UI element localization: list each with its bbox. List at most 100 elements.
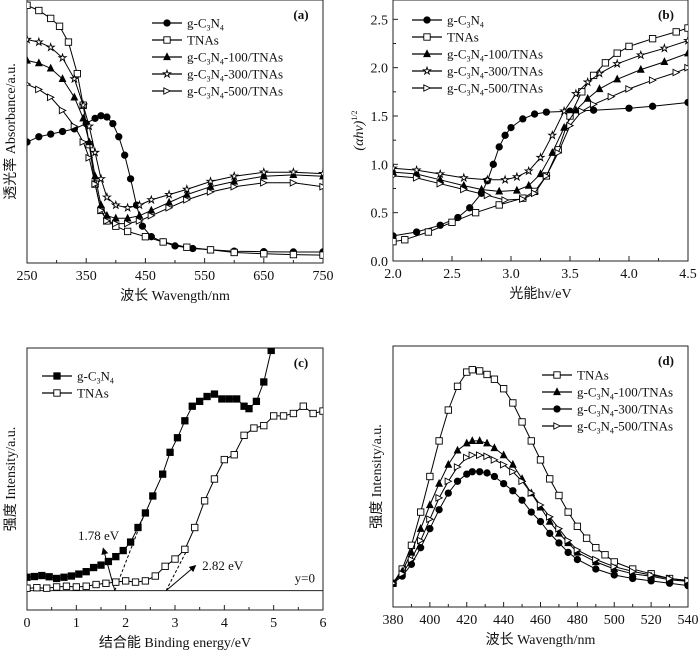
x-axis-label: 波长 Wavength/nm (120, 288, 230, 304)
legend-marker-icon (53, 372, 61, 380)
data-point (560, 122, 569, 131)
data-point (126, 538, 135, 546)
data-point (398, 569, 407, 578)
data-point (122, 202, 133, 213)
series-line (393, 454, 688, 584)
data-point (38, 571, 46, 580)
data-point (601, 551, 609, 559)
data-point (500, 174, 511, 185)
data-point (260, 178, 269, 187)
series-group (27, 348, 323, 592)
data-point (435, 168, 446, 179)
data-point (115, 133, 123, 141)
data-point (483, 452, 492, 461)
data-point (47, 93, 55, 102)
data-point (289, 178, 298, 187)
data-point (173, 434, 182, 442)
data-point (121, 151, 129, 159)
data-point (233, 395, 241, 403)
data-point (183, 243, 191, 251)
data-point (260, 378, 268, 386)
data-point (165, 197, 174, 206)
panel-c: 0 1 2 3 4 5 6 结合能 Binding energy/eV 强度 Intensity… (3, 347, 327, 651)
data-point (475, 436, 484, 445)
data-point (393, 173, 398, 179)
x-tick-label: 2.5 (443, 267, 461, 282)
data-point (267, 348, 275, 355)
data-point (483, 191, 492, 200)
data-point (566, 121, 575, 130)
data-point (206, 182, 215, 190)
data-point (218, 395, 226, 403)
legend-label: g-C3​N4​-300/TNAs (577, 402, 673, 419)
data-point (245, 404, 253, 413)
data-point (210, 390, 219, 398)
data-point (490, 472, 499, 481)
legend: g-C3​N4​TNAs (42, 369, 114, 401)
data-point (393, 581, 398, 586)
data-point (393, 162, 399, 173)
data-point (499, 460, 508, 469)
data-point (483, 438, 491, 447)
data-point (476, 451, 484, 460)
data-point (629, 574, 637, 583)
legend-label: TNAs (77, 386, 109, 401)
data-point (85, 137, 94, 146)
data-point (411, 164, 422, 175)
baseline-label: y=0 (295, 571, 315, 586)
data-point (435, 506, 443, 514)
data-point (518, 477, 527, 486)
legend-marker-icon (163, 52, 171, 61)
data-point (64, 38, 73, 46)
legend-label: g-C3​N4​-100/TNAs (447, 47, 543, 64)
data-point (659, 43, 670, 53)
data-point (629, 567, 637, 576)
data-point (682, 35, 688, 45)
legend-label: g-C3​N4​-100/TNAs (187, 50, 283, 67)
annotation-label: 1.78 eV (78, 528, 120, 543)
data-point (509, 467, 518, 476)
data-point (542, 172, 551, 180)
data-point (147, 211, 156, 220)
data-point (509, 487, 517, 495)
data-point (79, 113, 88, 122)
data-point (240, 431, 248, 439)
data-point (582, 534, 591, 542)
data-point (466, 204, 474, 212)
data-point (518, 496, 526, 504)
data-point (205, 176, 216, 186)
data-point (625, 85, 634, 93)
data-point (530, 110, 539, 118)
data-point (104, 557, 113, 566)
data-point (647, 571, 656, 579)
data-point (589, 100, 598, 109)
data-point (200, 497, 209, 505)
data-point (648, 102, 657, 110)
legend-marker-icon (163, 19, 171, 27)
data-point (592, 565, 600, 573)
data-point (27, 1, 31, 9)
data-point (55, 22, 64, 30)
data-point (684, 576, 688, 585)
legend-label: g-C3​N4​-500/TNAs (577, 419, 673, 436)
legend-item: g-C3​N4​-100/TNAs (542, 385, 673, 402)
data-point (91, 114, 99, 123)
data-point (468, 436, 477, 445)
data-point (85, 153, 94, 162)
legend-marker-icon (553, 405, 561, 413)
data-point (151, 572, 159, 580)
data-point (126, 175, 135, 183)
x-tick-label: 450 (135, 269, 156, 284)
data-point (45, 42, 56, 52)
data-point (27, 55, 31, 64)
x-tick-label: 5 (270, 616, 277, 631)
x-tick-label: 550 (194, 269, 215, 284)
data-point (103, 113, 111, 121)
data-point (119, 546, 127, 555)
data-point (518, 418, 526, 426)
legend-marker-icon (163, 36, 171, 44)
data-point (583, 93, 592, 102)
x-tick-label: 4 (221, 616, 228, 631)
data-point (536, 517, 545, 526)
panel-d: 380 400 420 440 460 480 500 520 540 波长 Wavength/n… (369, 345, 699, 648)
